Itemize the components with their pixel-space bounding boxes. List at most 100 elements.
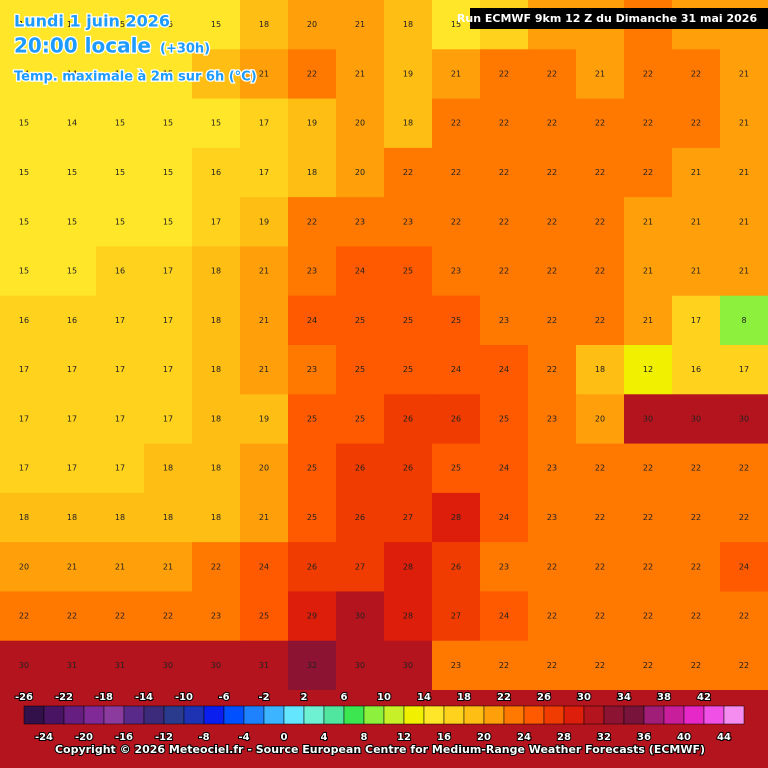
temp-value: 16 [19, 316, 29, 325]
temp-cell [624, 591, 673, 642]
temp-cell [288, 197, 337, 247]
temp-cell [288, 98, 337, 149]
temp-cell [384, 394, 433, 445]
colorbar-swatch [323, 705, 345, 725]
colorbar-swatch [163, 705, 185, 725]
temp-value: 22 [547, 316, 557, 325]
temp-value: 15 [67, 217, 77, 226]
temp-cell [0, 591, 49, 642]
colorbar-label: 26 [537, 692, 551, 703]
colorbar-label: 4 [321, 732, 328, 743]
temp-value: 24 [739, 562, 749, 571]
temp-value: 26 [451, 414, 461, 423]
temp-cell [48, 197, 97, 247]
temp-value: 26 [307, 562, 317, 571]
colorbar-swatch [283, 705, 305, 725]
temp-value: 22 [499, 217, 509, 226]
temp-cell [48, 49, 97, 100]
colorbar-label: 24 [517, 732, 531, 743]
temp-cell [336, 295, 385, 346]
temp-cell [720, 591, 768, 642]
colorbar-label: -20 [75, 732, 93, 743]
temp-value: 22 [547, 267, 557, 276]
temp-value: 22 [547, 119, 557, 128]
colorbar-swatch [683, 705, 705, 725]
temp-cell [336, 246, 385, 297]
temp-cell [480, 147, 529, 198]
temp-cell [192, 49, 241, 100]
temp-value: 18 [115, 513, 125, 522]
temp-cell [528, 542, 577, 592]
temp-value: 21 [739, 168, 749, 177]
temp-cell [96, 147, 145, 198]
date: Lundi 1 juin 2026 [14, 12, 170, 31]
temp-value: 28 [403, 562, 413, 571]
temp-cell [624, 295, 673, 346]
colorbar-label: -26 [15, 692, 33, 703]
temp-value: 25 [451, 316, 461, 325]
temp-value: 21 [691, 217, 701, 226]
colorbar-swatch [143, 705, 165, 725]
temp-value: 17 [115, 316, 125, 325]
temp-cell [288, 492, 337, 543]
temp-value: 18 [19, 513, 29, 522]
temp-value: 15 [115, 217, 125, 226]
colorbar-swatch [723, 705, 745, 725]
temp-cell [384, 640, 433, 691]
temp-cell [480, 443, 529, 494]
temp-cell [0, 49, 49, 100]
temp-value: 22 [547, 612, 557, 621]
temp-value: 15 [163, 168, 173, 177]
temp-value: 30 [739, 414, 749, 423]
temp-cell [336, 0, 385, 50]
temp-cell [96, 640, 145, 691]
colorbar-swatch [463, 705, 485, 725]
temp-value: 22 [451, 168, 461, 177]
temp-cell [720, 295, 768, 346]
temp-cell [624, 147, 673, 198]
temp-value: 22 [499, 267, 509, 276]
temp-value: 22 [643, 661, 653, 670]
colorbar-swatch [603, 705, 625, 725]
temp-value: 29 [307, 612, 317, 621]
temp-value: 22 [595, 119, 605, 128]
temp-cell [720, 443, 768, 494]
colorbar-label: 14 [417, 692, 431, 703]
colorbar-label: -8 [198, 732, 209, 743]
temp-cell [432, 443, 481, 494]
temp-value: 18 [403, 20, 413, 29]
temp-value: 22 [451, 119, 461, 128]
temp-cell [48, 394, 97, 445]
colorbar-label: -18 [95, 692, 113, 703]
temp-cell [192, 394, 241, 445]
temp-cell [720, 197, 768, 247]
temp-cell [672, 295, 721, 346]
temp-value: 23 [547, 464, 557, 473]
colorbar-label: -12 [155, 732, 173, 743]
colorbar-swatch [303, 705, 325, 725]
temp-cell [240, 98, 289, 149]
temp-cell [192, 0, 241, 50]
temp-cell [0, 246, 49, 297]
run-box [470, 8, 768, 29]
temp-value: 21 [259, 316, 269, 325]
temp-value: 24 [499, 513, 509, 522]
temp-cell [48, 98, 97, 149]
temp-value: 15 [67, 168, 77, 177]
temp-value: 24 [499, 365, 509, 374]
colorbar-label: 42 [697, 692, 711, 703]
temp-cell [0, 197, 49, 247]
temp-cell [576, 246, 625, 297]
temp-cell [624, 197, 673, 247]
colorbar-swatch [203, 705, 225, 725]
temp-value: 20 [355, 119, 365, 128]
temp-cell [144, 246, 193, 297]
temp-value: 25 [451, 464, 461, 473]
temp-cell [480, 295, 529, 346]
temp-value: 23 [499, 316, 509, 325]
temp-cell [288, 0, 337, 50]
temp-cell [432, 49, 481, 100]
temp-value: 18 [211, 316, 221, 325]
temp-cell [672, 640, 721, 691]
temp-cell [0, 492, 49, 543]
